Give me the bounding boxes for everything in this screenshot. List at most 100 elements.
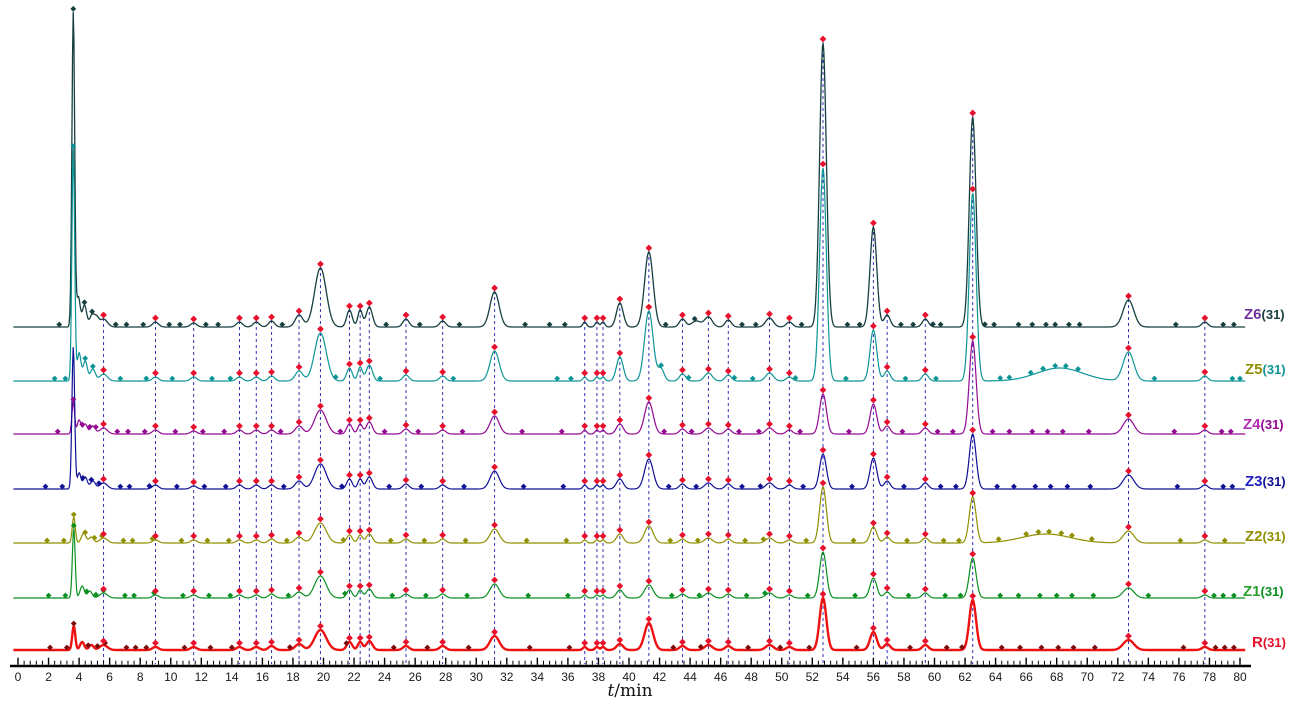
common-peak-marker-z3 xyxy=(152,477,159,485)
common-peak-marker-z1 xyxy=(870,570,877,578)
peak-marker-z2 xyxy=(904,537,910,544)
common-peak-marker-z5 xyxy=(190,369,198,377)
x-axis-tick-label: 76 xyxy=(1172,670,1186,684)
peak-marker-z6 xyxy=(177,321,183,328)
common-peak-marker-z1 xyxy=(1125,580,1132,588)
peak-marker-r xyxy=(207,644,214,651)
common-peak-marker-r xyxy=(581,639,589,647)
peak-marker-z6 xyxy=(140,321,147,328)
peak-marker-z5 xyxy=(209,375,215,382)
common-peak-marker-z1 xyxy=(785,587,793,595)
peak-marker-z3 xyxy=(222,483,229,490)
peak-marker-z3 xyxy=(88,476,95,483)
peak-marker-r xyxy=(94,643,101,649)
peak-marker-z1 xyxy=(668,592,675,599)
peak-marker-z1 xyxy=(1090,592,1097,599)
peak-marker-z2 xyxy=(1046,528,1052,535)
common-peak-marker-z6 xyxy=(317,260,324,268)
peak-marker-z2 xyxy=(995,536,1002,543)
peak-marker-z1 xyxy=(1230,592,1237,599)
common-peak-marker-z1 xyxy=(402,586,410,594)
common-peak-marker-z1 xyxy=(1201,587,1209,595)
common-peak-marker-z4 xyxy=(152,422,159,430)
common-peak-marker-z2 xyxy=(616,526,624,534)
trace-peak-count-z3: (31) xyxy=(1262,474,1286,489)
peak-marker-z6 xyxy=(1029,321,1036,328)
peak-marker-z6 xyxy=(1052,321,1059,328)
common-peak-marker-z6 xyxy=(679,311,686,319)
peak-marker-z2 xyxy=(1069,532,1075,539)
peak-marker-z3 xyxy=(461,483,467,490)
common-peak-marker-z6 xyxy=(491,284,498,292)
common-peak-marker-r xyxy=(1201,639,1209,647)
common-peak-marker-z6 xyxy=(581,314,589,322)
common-peak-marker-z1 xyxy=(100,585,107,593)
common-peak-marker-z3 xyxy=(1201,477,1209,485)
peak-marker-z6 xyxy=(1043,321,1049,328)
x-axis-tick-label: 26 xyxy=(408,670,422,684)
peak-marker-z4 xyxy=(415,428,422,435)
peak-marker-z5 xyxy=(902,375,909,382)
peak-marker-z2 xyxy=(1088,536,1095,542)
peak-marker-z4 xyxy=(337,428,344,435)
peak-marker-z3 xyxy=(80,475,86,481)
x-axis-tick-label: 64 xyxy=(989,670,1003,684)
x-axis-tick-label: 14 xyxy=(225,670,239,684)
peak-marker-z5 xyxy=(1006,374,1013,381)
peak-marker-z4 xyxy=(688,428,695,435)
peak-marker-z6 xyxy=(279,321,286,328)
peak-marker-z4 xyxy=(86,423,93,430)
common-peak-marker-z5 xyxy=(152,369,159,377)
common-peak-marker-z4 xyxy=(581,422,589,430)
peak-marker-z1 xyxy=(83,588,90,595)
common-peak-marker-r xyxy=(346,634,353,642)
peak-marker-z2 xyxy=(421,537,428,544)
common-peak-marker-z5 xyxy=(439,368,447,376)
trace-curve-z6 xyxy=(13,11,1246,328)
peak-marker-z4 xyxy=(1227,428,1234,435)
common-peak-marker-z4 xyxy=(236,422,243,430)
x-axis-tick-label: 12 xyxy=(195,670,209,684)
common-peak-marker-z6 xyxy=(268,313,275,321)
peak-marker-z5 xyxy=(1151,375,1158,382)
x-axis-tick-label: 80 xyxy=(1233,670,1247,684)
common-peak-marker-z4 xyxy=(295,418,303,426)
common-peak-marker-z5 xyxy=(766,365,773,373)
x-axis-tick-label: 58 xyxy=(897,670,911,684)
common-peak-marker-z2 xyxy=(1125,523,1132,531)
peak-marker-z2 xyxy=(940,537,947,544)
trace-peak-count-z6: (31) xyxy=(1261,307,1285,322)
peak-marker-z2 xyxy=(760,536,767,543)
peak-marker-z6 xyxy=(662,321,669,328)
peak-marker-r xyxy=(959,644,965,651)
peak-marker-z4 xyxy=(899,428,906,435)
common-peak-marker-z2 xyxy=(581,532,589,540)
x-axis-tick-label: 74 xyxy=(1142,670,1156,684)
common-peak-marker-r xyxy=(491,628,498,636)
peak-marker-z6 xyxy=(844,321,851,328)
peak-marker-z4 xyxy=(934,428,941,435)
peak-marker-z6 xyxy=(752,321,759,328)
common-peak-marker-z2 xyxy=(969,489,977,497)
peak-marker-r xyxy=(1055,644,1062,651)
common-peak-marker-z1 xyxy=(236,587,243,595)
common-peak-marker-r xyxy=(295,636,303,644)
common-peak-marker-z3 xyxy=(593,477,601,485)
common-peak-marker-z5 xyxy=(252,369,260,377)
peak-marker-r xyxy=(85,642,92,649)
common-peak-marker-z5 xyxy=(268,368,275,376)
peak-marker-z4 xyxy=(1044,428,1051,435)
peak-markers xyxy=(42,5,1243,651)
common-peak-marker-z3 xyxy=(766,475,773,483)
x-axis-tick-label: 22 xyxy=(347,670,361,684)
peak-marker-z4 xyxy=(846,428,852,435)
peak-marker-z2 xyxy=(91,534,98,541)
peak-marker-z3 xyxy=(146,483,153,489)
peak-marker-z5 xyxy=(227,375,234,382)
x-axis-tick-label: 8 xyxy=(137,670,144,684)
peak-marker-z4 xyxy=(1059,428,1066,435)
common-peak-marker-r xyxy=(599,639,607,647)
common-peak-marker-z4 xyxy=(1201,422,1209,430)
trace-curve-z2 xyxy=(13,486,1246,544)
peak-marker-r xyxy=(63,644,70,651)
